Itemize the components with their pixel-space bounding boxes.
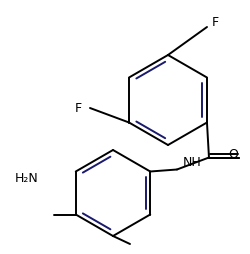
- Text: NH: NH: [183, 156, 202, 169]
- Text: F: F: [212, 15, 219, 28]
- Text: O: O: [228, 149, 238, 162]
- Text: H₂N: H₂N: [15, 171, 39, 184]
- Text: F: F: [75, 102, 82, 115]
